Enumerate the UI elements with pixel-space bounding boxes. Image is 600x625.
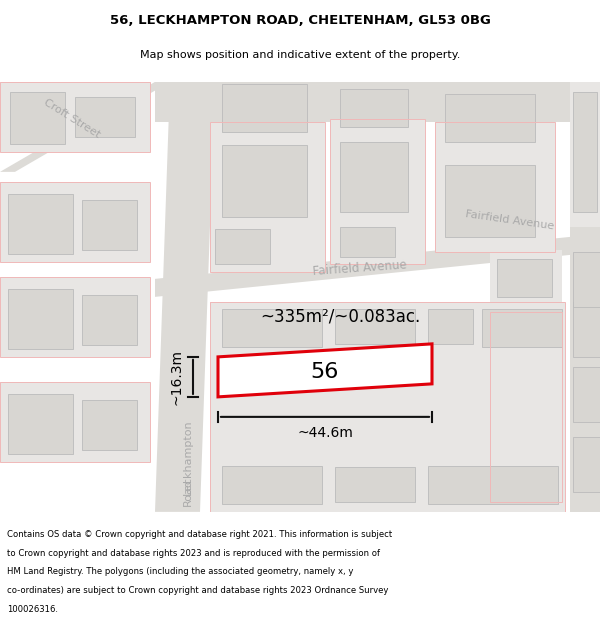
Bar — [497, 259, 552, 297]
Bar — [210, 302, 565, 512]
Bar — [330, 119, 425, 264]
Text: to Crown copyright and database rights 2023 and is reproduced with the permissio: to Crown copyright and database rights 2… — [7, 549, 380, 558]
Bar — [490, 450, 562, 502]
Text: Contains OS data © Crown copyright and database right 2021. This information is : Contains OS data © Crown copyright and d… — [7, 530, 392, 539]
Text: 56, LECKHAMPTON ROAD, CHELTENHAM, GL53 0BG: 56, LECKHAMPTON ROAD, CHELTENHAM, GL53 0… — [110, 14, 490, 28]
Bar — [222, 309, 322, 347]
Text: 100026316.: 100026316. — [7, 605, 58, 614]
Bar — [335, 309, 415, 344]
Bar — [340, 142, 408, 212]
Text: 56: 56 — [311, 362, 339, 382]
Bar — [482, 309, 562, 347]
Bar — [82, 400, 137, 450]
Bar — [215, 229, 270, 264]
Bar — [490, 250, 562, 302]
Bar — [222, 145, 307, 217]
Bar — [573, 367, 600, 422]
Text: Road: Road — [183, 478, 193, 506]
Bar — [428, 466, 558, 504]
Bar — [435, 122, 555, 252]
Bar — [0, 382, 150, 462]
Bar — [0, 277, 150, 357]
Bar — [222, 466, 322, 504]
Bar — [573, 302, 600, 357]
Text: Leckhampton: Leckhampton — [183, 419, 193, 495]
Bar — [0, 277, 150, 357]
Bar — [330, 119, 425, 264]
Polygon shape — [218, 344, 432, 397]
Bar — [0, 82, 150, 152]
Bar — [0, 82, 150, 152]
Bar — [573, 92, 597, 212]
Bar — [573, 252, 600, 307]
Text: ~16.3m: ~16.3m — [170, 349, 184, 405]
Text: ~44.6m: ~44.6m — [297, 426, 353, 440]
Bar — [8, 194, 73, 254]
Bar — [435, 122, 555, 252]
Bar — [0, 182, 150, 262]
Bar — [155, 82, 600, 122]
Bar — [82, 200, 137, 250]
Polygon shape — [155, 82, 215, 512]
Bar — [490, 380, 562, 432]
Text: Fairfield Avenue: Fairfield Avenue — [313, 258, 407, 278]
Bar — [445, 165, 535, 237]
Bar — [573, 437, 600, 492]
Bar — [210, 302, 565, 512]
Bar — [497, 321, 552, 359]
Bar — [0, 182, 150, 262]
Bar — [490, 312, 562, 364]
Polygon shape — [0, 82, 170, 172]
Bar — [210, 122, 325, 272]
Polygon shape — [155, 234, 600, 297]
Bar — [445, 94, 535, 142]
Bar — [428, 309, 473, 344]
Text: ~335m²/~0.083ac.: ~335m²/~0.083ac. — [260, 308, 420, 326]
Bar — [0, 382, 150, 462]
Bar — [210, 122, 325, 272]
Bar — [490, 312, 562, 502]
Text: Fairfield Avenue: Fairfield Avenue — [465, 209, 555, 231]
Bar — [8, 289, 73, 349]
Bar — [570, 82, 600, 227]
Bar — [222, 84, 307, 132]
Bar — [335, 467, 415, 502]
Bar — [82, 295, 137, 345]
Bar — [340, 89, 408, 127]
Bar — [10, 92, 65, 144]
Bar — [340, 227, 395, 257]
Text: Croft Street: Croft Street — [42, 98, 102, 140]
Text: co-ordinates) are subject to Crown copyright and database rights 2023 Ordnance S: co-ordinates) are subject to Crown copyr… — [7, 586, 389, 595]
Bar — [497, 459, 552, 497]
Bar — [497, 389, 552, 427]
Bar — [570, 82, 600, 512]
Text: HM Land Registry. The polygons (including the associated geometry, namely x, y: HM Land Registry. The polygons (includin… — [7, 568, 353, 576]
Text: Map shows position and indicative extent of the property.: Map shows position and indicative extent… — [140, 49, 460, 59]
Bar — [75, 97, 135, 137]
Bar — [8, 394, 73, 454]
